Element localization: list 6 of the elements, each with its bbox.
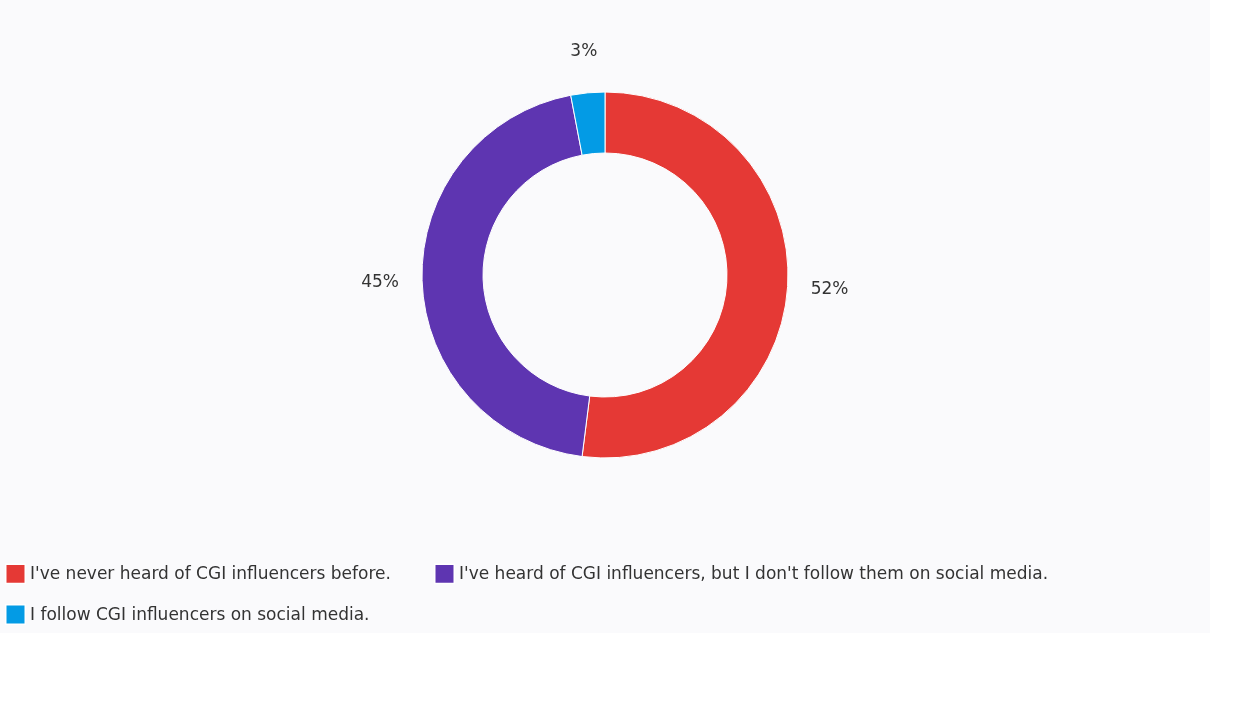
legend-label: I've never heard of CGI influencers before. [30,562,391,583]
data-label: 52% [810,278,849,299]
legend-label: I've heard of CGI influencers, but I don't follow them on social media. [459,562,1049,583]
data-label: 3% [570,40,598,60]
legend-label: I follow CGI influencers on social media. [30,603,370,624]
data-label: 45% [361,271,400,292]
